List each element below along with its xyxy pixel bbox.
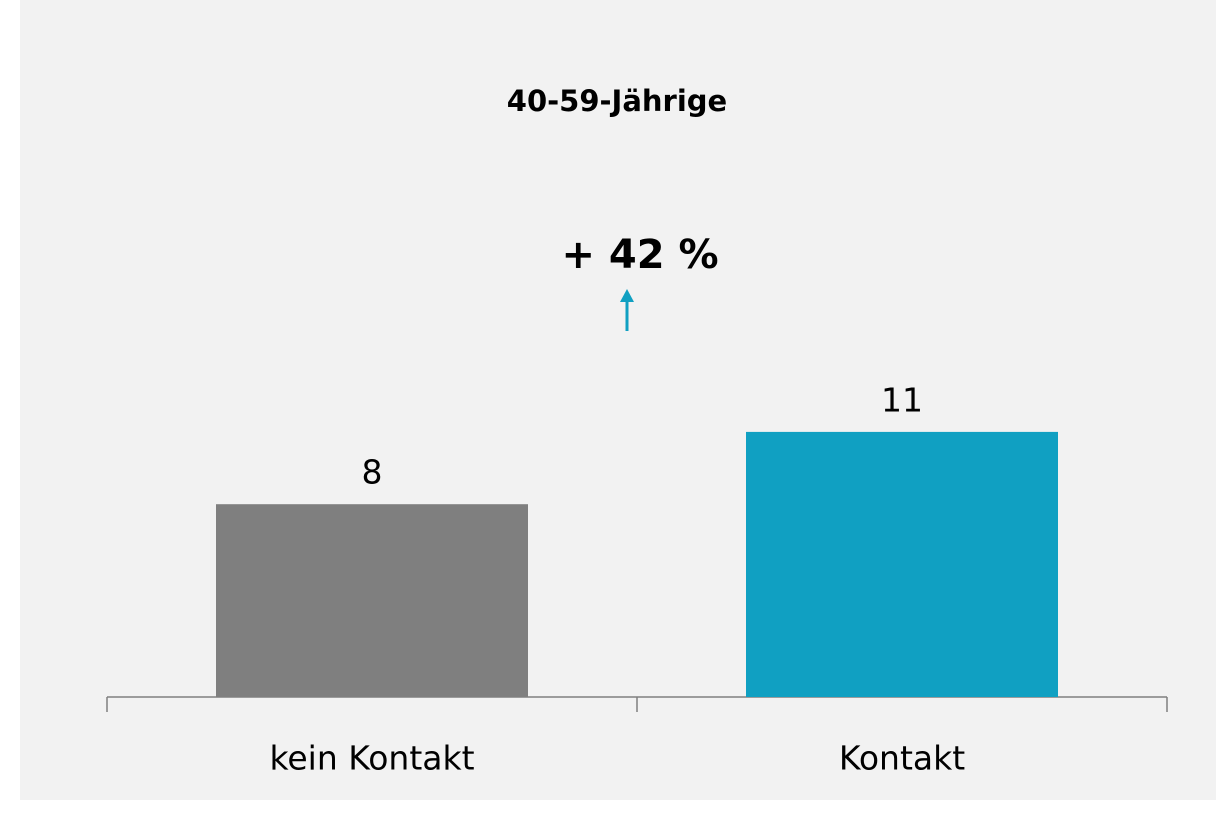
annotation: + 42 % <box>561 232 718 278</box>
annotation-arrow <box>620 289 634 331</box>
chart-title: 40-59-Jährige <box>507 84 727 118</box>
bar <box>746 431 1058 697</box>
data-label: 11 <box>881 380 923 419</box>
x-tick-label: kein Kontakt <box>269 739 474 778</box>
arrow-head <box>620 289 634 302</box>
data-label: 8 <box>362 453 383 492</box>
x-tick-label: Kontakt <box>839 739 965 778</box>
bar <box>216 504 528 697</box>
